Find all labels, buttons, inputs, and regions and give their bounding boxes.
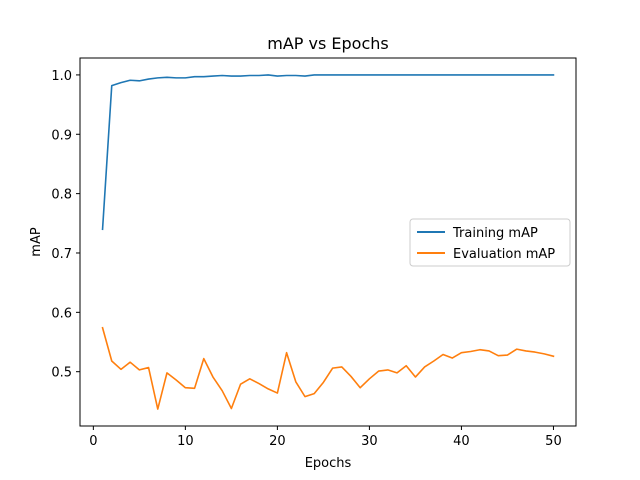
- legend-label-evaluation: Evaluation mAP: [453, 247, 555, 262]
- chart-title: mAP vs Epochs: [267, 34, 388, 53]
- y-axis-ticks: 0.5 0.6 0.7 0.8 0.9 1.0: [51, 69, 80, 381]
- x-tick-label: 30: [361, 434, 378, 449]
- y-tick-label: 0.9: [51, 128, 72, 143]
- y-tick-label: 0.8: [51, 188, 72, 203]
- series-line-evaluation-map: [101, 326, 555, 410]
- x-axis-ticks: 0 10 20 30 40 50: [89, 426, 562, 449]
- y-tick-label: 0.6: [51, 306, 72, 321]
- x-tick-label: 10: [177, 434, 194, 449]
- x-axis-label: Epochs: [305, 456, 352, 471]
- y-tick-label: 1.0: [51, 69, 72, 84]
- x-tick-label: 20: [269, 434, 286, 449]
- y-axis-label: mAP: [29, 227, 44, 257]
- x-tick-label: 0: [89, 434, 97, 449]
- legend: Training mAP Evaluation mAP: [409, 218, 571, 267]
- y-tick-label: 0.7: [51, 247, 72, 262]
- x-tick-label: 50: [545, 434, 562, 449]
- plot-frame: [79, 57, 577, 427]
- x-tick-label: 40: [453, 434, 470, 449]
- legend-label-training: Training mAP: [452, 226, 538, 241]
- legend-box: [409, 218, 571, 267]
- series-line-training-map: [101, 74, 555, 231]
- y-tick-label: 0.5: [51, 366, 72, 381]
- plot-area: [101, 74, 555, 410]
